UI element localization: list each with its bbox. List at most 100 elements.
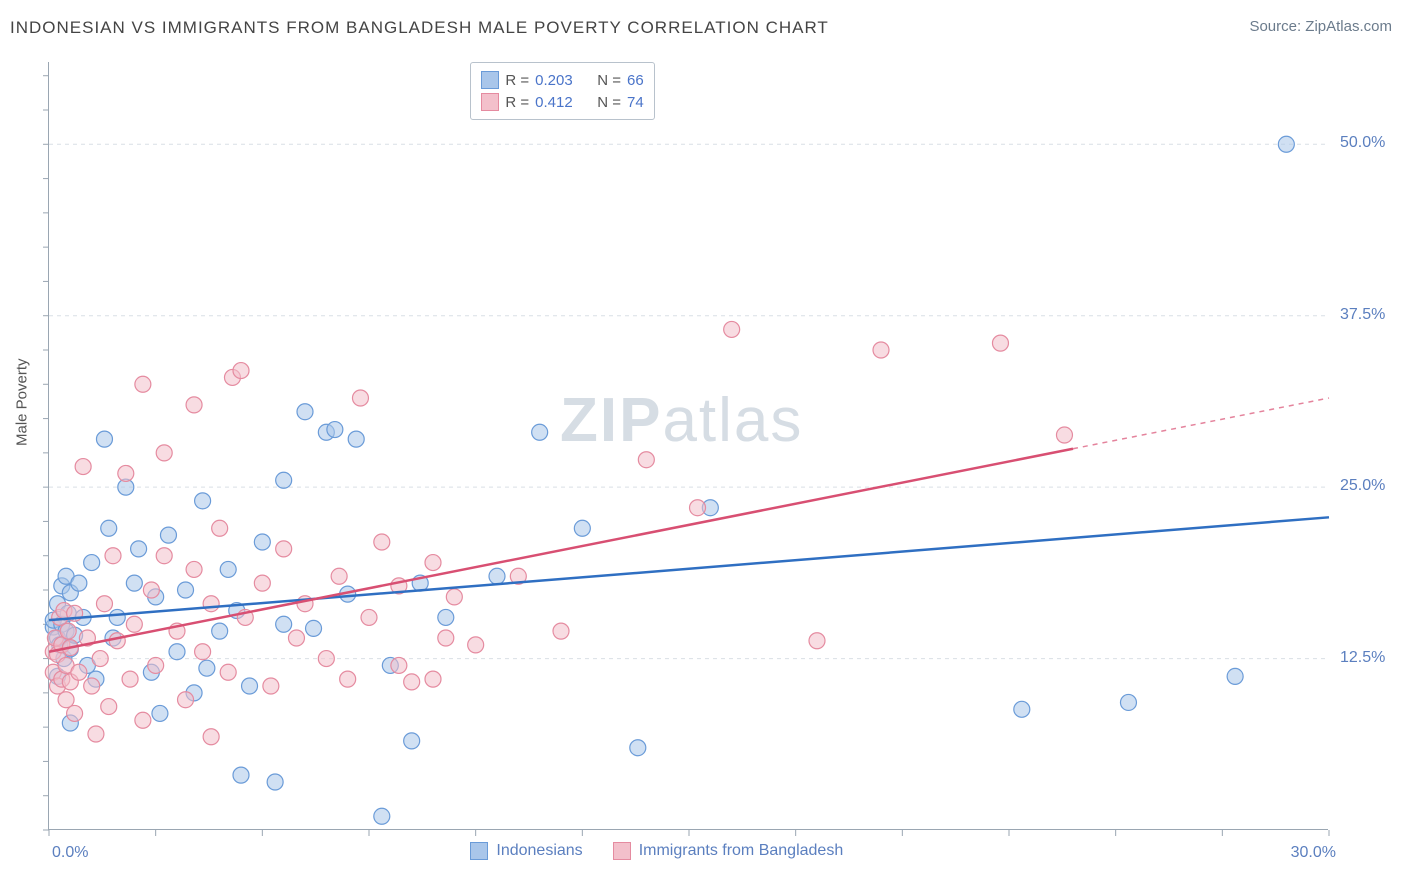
data-point bbox=[199, 660, 215, 676]
data-point bbox=[1278, 136, 1294, 152]
data-point bbox=[105, 548, 121, 564]
data-point bbox=[233, 363, 249, 379]
data-point bbox=[873, 342, 889, 358]
data-point bbox=[109, 633, 125, 649]
legend-row: R = 0.412 N = 74 bbox=[481, 91, 643, 113]
data-point bbox=[1120, 694, 1136, 710]
data-point bbox=[156, 548, 172, 564]
data-point bbox=[212, 520, 228, 536]
data-point bbox=[101, 520, 117, 536]
data-point bbox=[306, 620, 322, 636]
data-point bbox=[60, 623, 76, 639]
data-point bbox=[58, 692, 74, 708]
data-point bbox=[690, 500, 706, 516]
data-point bbox=[135, 376, 151, 392]
data-point bbox=[101, 699, 117, 715]
data-point bbox=[276, 472, 292, 488]
legend-row: R = 0.203 N = 66 bbox=[481, 69, 643, 91]
data-point bbox=[178, 692, 194, 708]
data-point bbox=[126, 575, 142, 591]
data-point bbox=[352, 390, 368, 406]
trend-line-extrapolated bbox=[1073, 398, 1329, 449]
legend-swatch bbox=[481, 71, 499, 89]
data-point bbox=[297, 404, 313, 420]
data-point bbox=[1056, 427, 1072, 443]
data-point bbox=[276, 616, 292, 632]
data-point bbox=[195, 493, 211, 509]
data-point bbox=[438, 630, 454, 646]
data-point bbox=[348, 431, 364, 447]
data-point bbox=[1227, 668, 1243, 684]
legend-label: Immigrants from Bangladesh bbox=[639, 842, 844, 860]
data-point bbox=[118, 465, 134, 481]
data-point bbox=[84, 555, 100, 571]
data-point bbox=[638, 452, 654, 468]
data-point bbox=[425, 671, 441, 687]
data-point bbox=[148, 657, 164, 673]
legend-swatch bbox=[470, 842, 488, 860]
legend-item: Immigrants from Bangladesh bbox=[613, 842, 844, 860]
data-point bbox=[327, 422, 343, 438]
data-point bbox=[446, 589, 462, 605]
legend-swatch bbox=[613, 842, 631, 860]
data-point bbox=[220, 664, 236, 680]
data-point bbox=[186, 561, 202, 577]
source-attribution: Source: ZipAtlas.com bbox=[1249, 18, 1392, 35]
legend-item: Indonesians bbox=[470, 842, 582, 860]
chart-title: INDONESIAN VS IMMIGRANTS FROM BANGLADESH… bbox=[10, 18, 829, 38]
data-point bbox=[992, 335, 1008, 351]
data-point bbox=[84, 678, 100, 694]
x-tick-label: 30.0% bbox=[1291, 844, 1336, 862]
data-point bbox=[122, 671, 138, 687]
data-point bbox=[391, 657, 407, 673]
data-point bbox=[374, 808, 390, 824]
data-point bbox=[67, 705, 83, 721]
legend-correlation: R = 0.203 N = 66 R = 0.412 N = 74 bbox=[470, 62, 654, 120]
trend-line bbox=[49, 517, 1329, 620]
y-axis-label: Male Poverty bbox=[14, 358, 31, 446]
data-point bbox=[126, 616, 142, 632]
data-point bbox=[131, 541, 147, 557]
data-point bbox=[203, 596, 219, 612]
data-point bbox=[404, 733, 420, 749]
data-point bbox=[152, 705, 168, 721]
data-point bbox=[404, 674, 420, 690]
data-point bbox=[135, 712, 151, 728]
data-point bbox=[178, 582, 194, 598]
data-point bbox=[92, 651, 108, 667]
data-point bbox=[340, 671, 356, 687]
x-tick-label: 0.0% bbox=[52, 844, 88, 862]
data-point bbox=[276, 541, 292, 557]
data-point bbox=[195, 644, 211, 660]
data-point bbox=[630, 740, 646, 756]
data-point bbox=[331, 568, 347, 584]
data-point bbox=[288, 630, 304, 646]
data-point bbox=[96, 596, 112, 612]
data-point bbox=[242, 678, 258, 694]
data-point bbox=[212, 623, 228, 639]
data-point bbox=[186, 397, 202, 413]
data-point bbox=[71, 575, 87, 591]
data-point bbox=[220, 561, 236, 577]
y-tick-label: 25.0% bbox=[1340, 477, 1385, 495]
data-point bbox=[71, 664, 87, 680]
data-point bbox=[318, 651, 334, 667]
data-point bbox=[425, 555, 441, 571]
y-tick-label: 50.0% bbox=[1340, 134, 1385, 152]
y-tick-label: 37.5% bbox=[1340, 306, 1385, 324]
data-point bbox=[156, 445, 172, 461]
plot-area bbox=[48, 62, 1328, 830]
data-point bbox=[267, 774, 283, 790]
data-point bbox=[75, 459, 91, 475]
data-point bbox=[203, 729, 219, 745]
data-point bbox=[88, 726, 104, 742]
data-point bbox=[1014, 701, 1030, 717]
data-point bbox=[468, 637, 484, 653]
data-point bbox=[143, 582, 159, 598]
data-point bbox=[96, 431, 112, 447]
y-tick-label: 12.5% bbox=[1340, 649, 1385, 667]
data-point bbox=[109, 609, 125, 625]
data-point bbox=[574, 520, 590, 536]
data-point bbox=[254, 534, 270, 550]
data-point bbox=[263, 678, 279, 694]
